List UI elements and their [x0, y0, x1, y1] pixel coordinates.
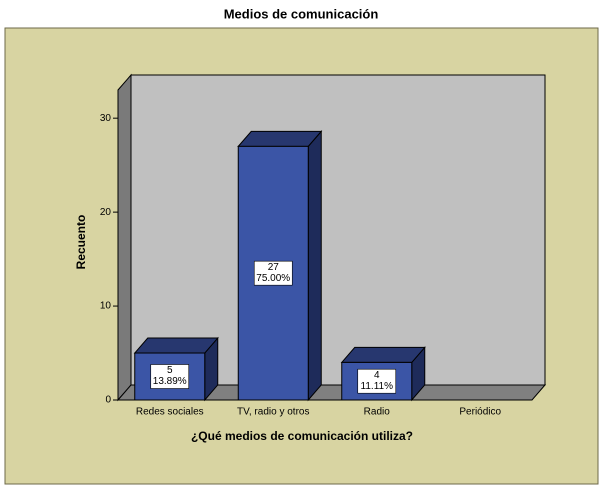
y-tick-label: 30: [100, 113, 112, 124]
value-label-box: [150, 364, 190, 389]
value-label-box: [253, 260, 293, 286]
y-tick-label: 20: [100, 207, 112, 218]
x-tick-label: Periódico: [459, 407, 501, 418]
value-label: 4: [374, 370, 380, 381]
y-tick-label: 0: [105, 395, 111, 406]
y-tick-label: 10: [100, 301, 112, 312]
bar-top: [340, 346, 426, 363]
percentage-label: 13.89%: [153, 376, 187, 387]
x-axis-label: ¿Qué medios de comunicación utiliza?: [191, 429, 413, 443]
x-tick-label: Redes sociales: [136, 407, 204, 418]
percentage-label: 75.00%: [256, 273, 290, 284]
value-label: 27: [268, 262, 280, 273]
y-axis-label: Recuento: [74, 215, 88, 270]
x-tick-label: Radio: [364, 407, 391, 418]
x-tick-label: TV, radio y otros: [237, 407, 309, 418]
value-label-box: [357, 368, 397, 394]
value-label: 5: [167, 365, 173, 376]
bar-side: [307, 130, 322, 402]
chart-title: Medios de comunicación: [224, 6, 379, 21]
side-wall: [117, 73, 132, 402]
percentage-label: 11.11%: [361, 381, 394, 392]
bar-top: [133, 337, 219, 354]
plot-area: 0 10 20 30 Redes sociales 513.89% TV, radio y …: [100, 73, 547, 418]
bar-top: [237, 130, 323, 147]
